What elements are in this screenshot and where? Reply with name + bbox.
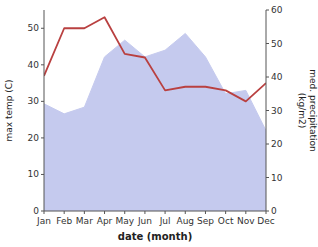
x-tick [245, 211, 246, 214]
y2-tick [266, 43, 269, 44]
x-tick-label: Aug [176, 216, 194, 226]
y2-axis-label-line: med. precipitation [308, 69, 318, 151]
y2-tick [266, 10, 269, 11]
y2-tick [266, 77, 269, 78]
y2-tick-label: 50 [271, 39, 283, 49]
y-tick-label: 40 [28, 60, 40, 70]
y-tick-label: 10 [28, 169, 40, 179]
area [44, 33, 266, 211]
x-tick [44, 211, 45, 214]
x-tick [185, 211, 186, 214]
x-tick-label: Dec [257, 216, 274, 226]
y2-tick-label: 30 [271, 106, 283, 116]
y2-tick [266, 110, 269, 111]
x-tick [64, 211, 65, 214]
x-tick-label: Nov [237, 216, 255, 226]
x-tick [104, 211, 105, 214]
plot-area [44, 17, 266, 211]
y-tick-label: 0 [33, 206, 39, 216]
y-tick [41, 137, 44, 138]
y-tick [41, 28, 44, 29]
y2-tick [266, 177, 269, 178]
y-tick-label: 20 [28, 133, 40, 143]
x-tick [84, 211, 85, 214]
x-axis-line [44, 211, 266, 212]
y2-axis-label-line: (kg/m2) [297, 93, 307, 128]
x-tick-label: Feb [56, 216, 72, 226]
y-axis-label: max temp (C) [4, 79, 14, 141]
x-tick [144, 211, 145, 214]
x-tick [225, 211, 226, 214]
y2-axis-label: med. precipitation(kg/m2) [297, 69, 318, 151]
x-tick-label: Apr [97, 216, 113, 226]
x-tick-label: Jul [159, 216, 171, 226]
y2-tick-label: 10 [271, 173, 283, 183]
y-tick [41, 101, 44, 102]
x-tick [205, 211, 206, 214]
x-axis-label: date (month) [118, 231, 192, 242]
x-tick [124, 211, 125, 214]
y2-tick-label: 20 [271, 139, 283, 149]
y-axis-line [44, 10, 45, 211]
y2-tick-label: 60 [271, 5, 283, 15]
y-tick-label: 30 [28, 96, 40, 106]
y-tick [41, 174, 44, 175]
x-tick-label: Jun [137, 216, 152, 226]
x-tick-label: Sep [197, 216, 214, 226]
y2-tick-label: 40 [271, 72, 283, 82]
x-tick-label: Oct [218, 216, 234, 226]
x-tick-label: May [115, 216, 134, 226]
y-tick-label: 50 [28, 23, 40, 33]
x-tick [165, 211, 166, 214]
y-tick [41, 64, 44, 65]
y2-tick [266, 144, 269, 145]
x-tick-label: Mar [76, 216, 93, 226]
x-tick [266, 211, 267, 214]
y2-tick-label: 0 [271, 206, 277, 216]
line [44, 17, 266, 101]
chart: 010203040500102030405060JanFebMarAprMayJ… [0, 0, 318, 247]
x-tick-label: Jan [36, 216, 51, 226]
